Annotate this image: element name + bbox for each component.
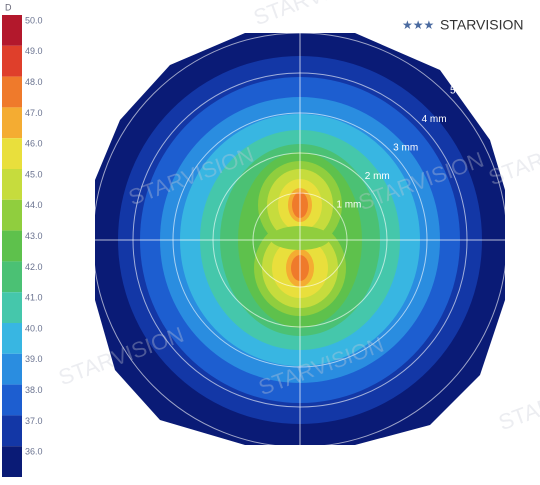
scale-swatch [2, 107, 22, 139]
unit-label: D [5, 2, 12, 12]
ring [252, 192, 348, 288]
ring-label: 5 [450, 86, 456, 97]
scale-swatch [2, 446, 22, 477]
scale-swatch [2, 45, 22, 77]
ring-label: 4 mm [422, 114, 447, 125]
scale-label: 37.0 [25, 416, 43, 426]
scale-swatch [2, 138, 22, 169]
ring [132, 72, 468, 408]
scale-label: 43.0 [25, 231, 43, 241]
stars: ★★★ [402, 18, 434, 32]
scale-swatch [2, 15, 22, 46]
scale-swatch [2, 384, 22, 416]
watermark: STARVISION [495, 367, 540, 435]
scale-label: 41.0 [25, 293, 43, 303]
scale-swatch [2, 292, 22, 323]
ring [212, 152, 388, 328]
scale-swatch [2, 353, 22, 385]
scale-swatch [2, 76, 22, 108]
scale-swatch [2, 323, 22, 354]
scale-label: 38.0 [25, 385, 43, 395]
scale-swatch [2, 169, 22, 200]
ring [172, 112, 428, 368]
scale-label: 36.0 [25, 447, 43, 457]
scale-label: 50.0 [25, 15, 43, 25]
scale-label: 48.0 [25, 77, 43, 87]
ring-label: 1 mm [336, 199, 361, 210]
scale-label: 44.0 [25, 200, 43, 210]
scale-swatch [2, 230, 22, 262]
scale-label: 49.0 [25, 46, 43, 56]
ring-label: 2 mm [365, 171, 390, 182]
ring [92, 32, 508, 448]
logo: STARVISION [440, 17, 524, 33]
scale-swatch [2, 261, 22, 293]
scale-label: 39.0 [25, 354, 43, 364]
scale-swatch [2, 199, 22, 231]
scale-label: 40.0 [25, 323, 43, 333]
scale-label: 42.0 [25, 262, 43, 272]
ring-label: 3 mm [393, 142, 418, 153]
scale-label: 46.0 [25, 139, 43, 149]
scale-swatch [2, 415, 22, 447]
watermark: STARVISION [250, 0, 382, 30]
scale-label: 45.0 [25, 169, 43, 179]
scale-label: 47.0 [25, 108, 43, 118]
